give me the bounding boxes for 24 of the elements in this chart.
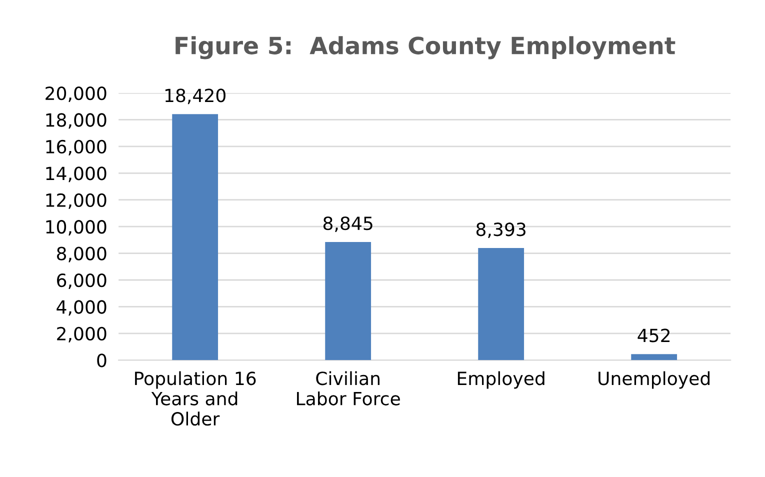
y-tick-label: 4,000 (56, 300, 106, 316)
chart-title: Figure 5: Adams County Employment (176, 36, 676, 60)
data-label: 18,420 (165, 88, 226, 104)
bar (172, 114, 218, 360)
y-tick-label: 2,000 (57, 326, 106, 342)
bar (631, 354, 678, 360)
x-tick-label: Population 16 Years and Older (135, 371, 256, 426)
y-tick-label: 8,000 (57, 246, 106, 262)
x-tick-label: Civilian Labor Force (297, 371, 400, 406)
bar (325, 242, 372, 360)
y-tick-label: 12,000 (46, 193, 106, 209)
x-tick-label: Unemployed (598, 371, 710, 389)
x-tick-label: Employed (458, 371, 544, 389)
y-tick-label: 20,000 (46, 86, 106, 102)
y-tick-label: 0 (97, 354, 106, 368)
y-tick-label: 6,000 (57, 273, 106, 289)
data-label: 8,393 (476, 222, 526, 238)
data-label: 452 (638, 328, 670, 342)
data-label: 8,845 (323, 216, 372, 232)
y-tick-label: 16,000 (46, 140, 106, 156)
bar (478, 248, 524, 360)
y-tick-label: 18,000 (46, 113, 106, 129)
y-tick-label: 14,000 (46, 166, 106, 182)
y-tick-label: 10,000 (46, 220, 106, 236)
